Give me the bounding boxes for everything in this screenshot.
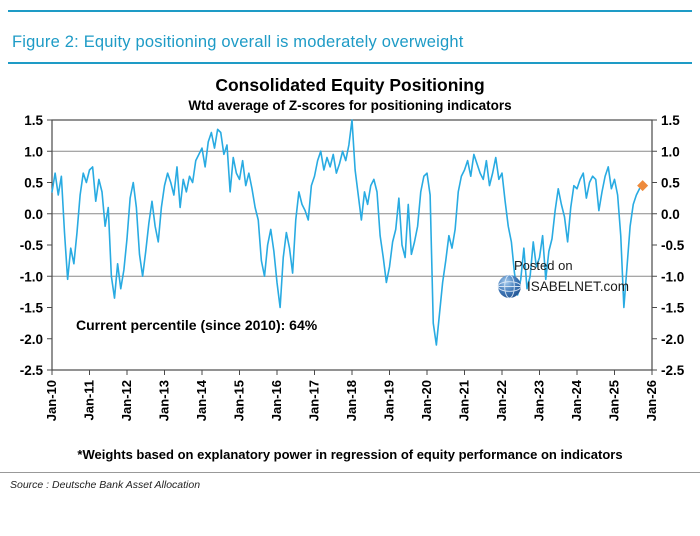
svg-text:-0.5: -0.5 [661,238,685,253]
svg-text:Jan-16: Jan-16 [269,380,284,421]
svg-text:Jan-14: Jan-14 [194,379,209,421]
svg-text:Jan-26: Jan-26 [644,380,659,421]
svg-text:-1.5: -1.5 [661,301,685,316]
svg-text:-2.0: -2.0 [661,332,684,347]
svg-text:Jan-11: Jan-11 [82,380,97,420]
watermark-posted-on: Posted on [514,258,573,273]
svg-text:Jan-17: Jan-17 [307,380,322,421]
x-axis-labels: Jan-10 Jan-11 Jan-12 Jan-13 Jan-14 Jan-15 Jan-… [44,370,659,421]
top-rule [8,10,692,12]
equity-positioning-chart: 1.5 1.5 1.0 1.0 0.5 0.5 0.0 0.0 -0.5 -0.5 -1.0 -1.0… [20,113,685,421]
svg-text:0.5: 0.5 [24,176,43,191]
svg-text:Jan-24: Jan-24 [569,379,584,421]
svg-text:Jan-15: Jan-15 [232,380,247,421]
gridlines [52,150,652,277]
watermark-site-name: ISABELNET.com [527,279,630,294]
svg-text:Jan-12: Jan-12 [119,380,134,421]
svg-text:-1.0: -1.0 [661,269,684,284]
svg-text:-2.5: -2.5 [20,363,44,378]
svg-text:-2.0: -2.0 [20,332,43,347]
y-axis-labels: 1.5 1.5 1.0 1.0 0.5 0.5 0.0 0.0 -0.5 -0.5 -1.0 -1.0… [20,113,685,378]
latest-point-marker [637,180,649,192]
svg-text:Jan-21: Jan-21 [457,380,472,421]
globe-icon [497,274,522,299]
series-line [51,119,641,346]
svg-text:1.5: 1.5 [24,113,43,128]
svg-text:-0.5: -0.5 [20,238,44,253]
svg-text:Jan-22: Jan-22 [494,380,509,421]
svg-text:Jan-23: Jan-23 [532,380,547,421]
source-divider-rule [0,472,700,473]
svg-text:Jan-20: Jan-20 [419,380,434,421]
svg-text:0.5: 0.5 [661,176,680,191]
svg-text:0.0: 0.0 [24,207,43,222]
watermark: Posted on ISABELNET.com [497,258,629,299]
svg-text:1.5: 1.5 [661,113,680,128]
caption-divider-rule [8,62,692,64]
current-percentile-annotation: Current percentile (since 2010): 64% [76,317,318,333]
svg-text:0.0: 0.0 [661,207,680,222]
svg-text:-1.0: -1.0 [20,269,43,284]
svg-text:Jan-25: Jan-25 [607,380,622,421]
chart-subtitle: Wtd average of Z-scores for positioning … [188,98,512,113]
svg-text:-2.5: -2.5 [661,363,685,378]
svg-text:Jan-10: Jan-10 [44,380,59,421]
source-attribution: Source : Deutsche Bank Asset Allocation [10,479,201,491]
chart-title: Consolidated Equity Positioning [215,75,485,95]
svg-text:-1.5: -1.5 [20,301,44,316]
svg-text:Jan-18: Jan-18 [344,380,359,421]
weights-footnote: *Weights based on explanatory power in r… [77,447,623,462]
svg-text:1.0: 1.0 [24,144,43,159]
svg-text:Jan-19: Jan-19 [382,380,397,421]
svg-text:Jan-13: Jan-13 [157,380,172,421]
svg-text:1.0: 1.0 [661,144,680,159]
figure-caption: Figure 2: Equity positioning overall is … [12,33,464,51]
